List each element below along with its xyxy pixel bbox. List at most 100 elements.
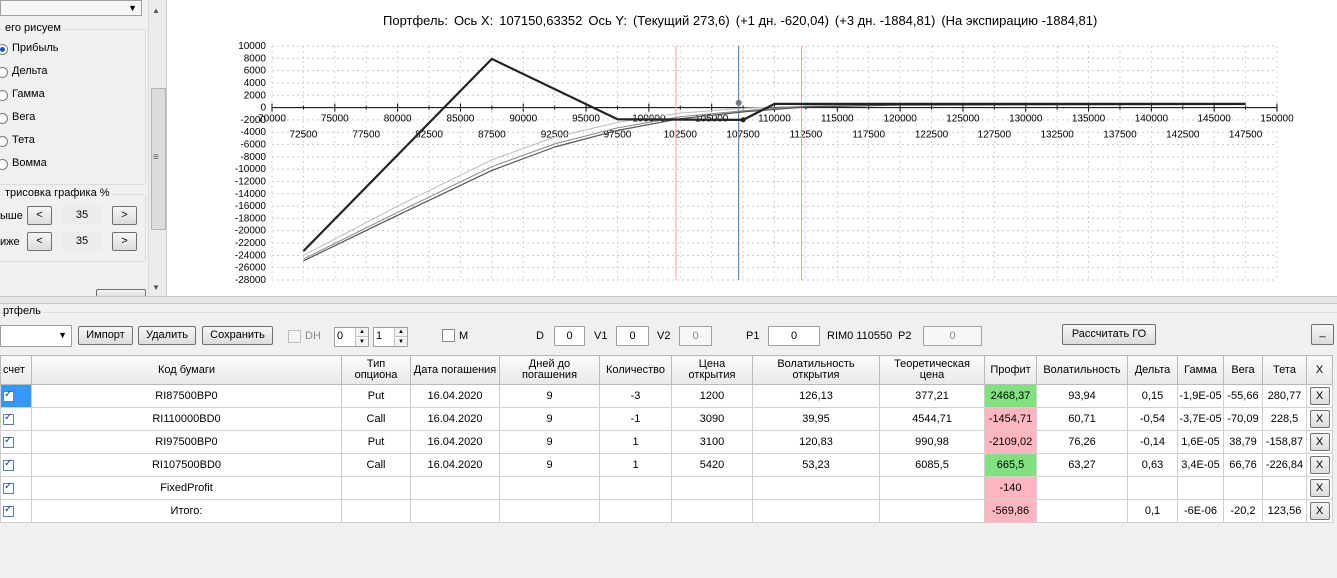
cell-vol[interactable] bbox=[1036, 499, 1128, 523]
cell-profit[interactable]: 2468,37 bbox=[984, 384, 1037, 408]
cell-open-vol[interactable]: 126,13 bbox=[752, 384, 880, 408]
cell-vol[interactable] bbox=[1036, 476, 1128, 500]
calc-go-button[interactable]: Рассчитать ГО bbox=[1062, 324, 1156, 345]
col-delta[interactable]: Дельта bbox=[1127, 355, 1178, 385]
cell-days[interactable] bbox=[499, 499, 600, 523]
cell-theta[interactable]: -226,84 bbox=[1262, 453, 1307, 477]
cell-vol[interactable]: 93,94 bbox=[1036, 384, 1128, 408]
cell-open-price[interactable]: 1200 bbox=[671, 384, 753, 408]
col-x[interactable]: X bbox=[1306, 355, 1333, 385]
cell-date[interactable]: 16.04.2020 bbox=[410, 384, 500, 408]
spin-down-icon[interactable]: ▼ bbox=[394, 338, 407, 346]
cell-open-price[interactable]: 3090 bbox=[671, 407, 753, 431]
below-increase-button[interactable]: > bbox=[112, 232, 137, 251]
cell-type[interactable]: Call bbox=[341, 407, 411, 431]
row-checkbox[interactable] bbox=[3, 435, 14, 448]
radio-profit[interactable]: Прибыль bbox=[0, 42, 147, 58]
cell-delta[interactable]: -0,14 bbox=[1127, 430, 1178, 454]
cell-delta[interactable]: -0,54 bbox=[1127, 407, 1178, 431]
cell-code[interactable]: RI87500BP0 bbox=[31, 384, 342, 408]
below-decrease-button[interactable]: < bbox=[27, 232, 52, 251]
import-button[interactable]: Импорт bbox=[78, 326, 133, 345]
cell-theo-price[interactable] bbox=[879, 499, 985, 523]
cell-code[interactable]: FixedProfit bbox=[31, 476, 342, 500]
cell-vega[interactable]: -20,2 bbox=[1223, 499, 1263, 523]
cell-delta[interactable]: 0,1 bbox=[1127, 499, 1178, 523]
col-code[interactable]: Код бумаги bbox=[31, 355, 342, 385]
cell-profit[interactable]: 665,5 bbox=[984, 453, 1037, 477]
cell-vol[interactable]: 60,71 bbox=[1036, 407, 1128, 431]
spin-up-icon[interactable]: ▲ bbox=[394, 328, 407, 337]
portfolio-select[interactable]: ▼ bbox=[0, 325, 72, 347]
positions-grid[interactable]: счет Код бумаги Тип опциона Дата погашен… bbox=[0, 355, 1333, 523]
cell-days[interactable]: 9 bbox=[499, 453, 600, 477]
cell-profit[interactable]: -569,86 bbox=[984, 499, 1037, 523]
radio-gamma[interactable]: Гамма bbox=[0, 88, 147, 104]
above-value[interactable]: 35 bbox=[62, 206, 102, 224]
table-row[interactable]: RI87500BP0Put16.04.20209-31200126,13377,… bbox=[0, 384, 1333, 408]
cell-vega[interactable]: -70,09 bbox=[1223, 407, 1263, 431]
spin-1[interactable]: 0 ▲ ▼ bbox=[334, 327, 369, 347]
row-checkbox[interactable] bbox=[3, 412, 14, 425]
cell-gamma[interactable]: 3,4E-05 bbox=[1177, 453, 1224, 477]
cell-theta[interactable]: 123,56 bbox=[1262, 499, 1307, 523]
cell-theo-price[interactable] bbox=[879, 476, 985, 500]
cell-code[interactable]: RI110000BD0 bbox=[31, 407, 342, 431]
delete-row-button[interactable]: X bbox=[1309, 387, 1330, 405]
cell-open-vol[interactable]: 53,23 bbox=[752, 453, 880, 477]
row-checkbox[interactable] bbox=[3, 458, 14, 471]
dh-checkbox[interactable] bbox=[288, 330, 301, 343]
panel-splitter[interactable] bbox=[0, 296, 1337, 304]
cell-open-vol[interactable] bbox=[752, 476, 880, 500]
chart-mode-combo[interactable]: ▼ bbox=[0, 0, 142, 16]
row-checkbox-cell[interactable] bbox=[0, 476, 32, 500]
cell-date[interactable]: 16.04.2020 bbox=[410, 407, 500, 431]
radio-vomma[interactable]: Вомма bbox=[0, 157, 147, 173]
cell-delta[interactable]: 0,63 bbox=[1127, 453, 1178, 477]
cell-qty[interactable]: -1 bbox=[599, 407, 672, 431]
table-row[interactable]: RI110000BD0Call16.04.20209-1309039,95454… bbox=[0, 407, 1333, 431]
cell-vega[interactable]: -55,66 bbox=[1223, 384, 1263, 408]
spin-2[interactable]: 1 ▲ ▼ bbox=[373, 327, 408, 347]
cell-profit[interactable]: -2109,02 bbox=[984, 430, 1037, 454]
cell-vega[interactable] bbox=[1223, 476, 1263, 500]
above-increase-button[interactable]: > bbox=[112, 206, 137, 225]
col-open-price[interactable]: Цена открытия bbox=[671, 355, 753, 385]
cell-type[interactable]: Put bbox=[341, 430, 411, 454]
table-row[interactable]: RI107500BD0Call16.04.202091542053,236085… bbox=[0, 453, 1333, 477]
minimize-button[interactable]: _ bbox=[1311, 324, 1334, 345]
v1-field[interactable]: 0 bbox=[616, 326, 649, 346]
cell-type[interactable] bbox=[341, 476, 411, 500]
cell-code[interactable]: Итого: bbox=[31, 499, 342, 523]
chart-area[interactable]: Портфель: Ось X: 107150,63352 Ось Y: (Текущи… bbox=[166, 0, 1337, 296]
cell-qty[interactable] bbox=[599, 476, 672, 500]
cell-theta[interactable]: -158,87 bbox=[1262, 430, 1307, 454]
table-row[interactable]: RI97500BP0Put16.04.2020913100120,83990,9… bbox=[0, 430, 1333, 454]
cell-code[interactable]: RI97500BP0 bbox=[31, 430, 342, 454]
row-checkbox-cell[interactable] bbox=[0, 407, 32, 431]
col-vega[interactable]: Вега bbox=[1223, 355, 1263, 385]
cell-type[interactable] bbox=[341, 499, 411, 523]
cell-type[interactable]: Call bbox=[341, 453, 411, 477]
m-checkbox[interactable] bbox=[442, 329, 455, 342]
cell-profit[interactable]: -140 bbox=[984, 476, 1037, 500]
delete-row-button[interactable]: X bbox=[1309, 433, 1330, 451]
cell-theta[interactable]: 228,5 bbox=[1262, 407, 1307, 431]
row-checkbox[interactable] bbox=[3, 481, 14, 494]
cell-days[interactable]: 9 bbox=[499, 407, 600, 431]
col-date[interactable]: Дата погашения bbox=[410, 355, 500, 385]
cell-vol[interactable]: 63,27 bbox=[1036, 453, 1128, 477]
col-account[interactable]: счет bbox=[0, 355, 32, 385]
cell-theo-price[interactable]: 6085,5 bbox=[879, 453, 985, 477]
delete-row-button[interactable]: X bbox=[1309, 456, 1330, 474]
spin-up-icon[interactable]: ▲ bbox=[355, 328, 368, 337]
cell-open-price[interactable]: 3100 bbox=[671, 430, 753, 454]
col-theo-price[interactable]: Теоретическая цена bbox=[879, 355, 985, 385]
cell-profit[interactable]: -1454,71 bbox=[984, 407, 1037, 431]
cell-open-price[interactable] bbox=[671, 499, 753, 523]
col-open-vol[interactable]: Волатильность открытия bbox=[752, 355, 880, 385]
cell-open-price[interactable]: 5420 bbox=[671, 453, 753, 477]
delete-row-button[interactable]: X bbox=[1309, 410, 1330, 428]
d-field[interactable]: 0 bbox=[554, 326, 585, 346]
cell-open-vol[interactable]: 120,83 bbox=[752, 430, 880, 454]
